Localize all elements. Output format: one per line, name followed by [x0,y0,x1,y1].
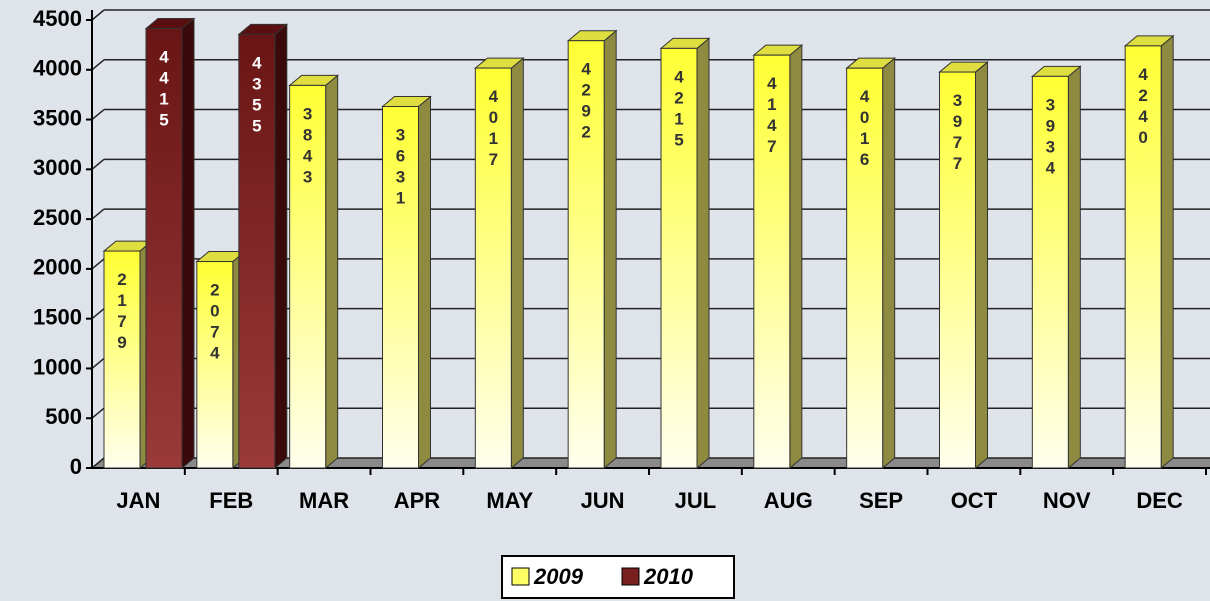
bar-side [603,29,617,470]
y-tick-label: 0 [70,454,82,479]
grid-diag [91,258,105,270]
grid-diag [91,357,105,370]
x-tick-label: MAY [486,488,533,513]
y-tick-label: 4000 [33,56,82,81]
x-tick-label: FEB [209,488,253,513]
bar [660,47,698,469]
bar-side [274,23,288,470]
x-tick-label: JAN [116,488,160,513]
floor [92,458,1210,468]
bar [238,33,276,469]
bar-side [510,57,524,470]
y-tick-label: 2000 [33,255,82,280]
y-tick-label: 3500 [33,105,82,130]
bar-side [418,95,431,470]
legend-swatch [621,567,640,586]
grid-diag [91,59,105,71]
x-tick-label: DEC [1136,488,1183,513]
bar-side [882,57,896,470]
grid-diag [91,308,105,320]
bar [289,84,327,469]
bar-side [1160,34,1174,470]
legend-swatch [511,567,530,586]
bar [382,106,419,469]
y-tick-label: 2500 [33,205,82,230]
grid-diag [91,9,105,21]
y-tick-label: 3000 [33,155,82,180]
bar [567,40,605,469]
bar [939,71,976,469]
grid-diag [91,158,105,170]
x-tick-label: SEP [859,488,903,513]
bar-side [1067,65,1081,470]
x-tick-label: OCT [951,488,998,513]
y-tick-label: 1500 [33,304,82,329]
bar [196,261,234,469]
y-tick-label: 1000 [33,354,82,379]
bar-side [181,17,195,470]
legend-label: 2010 [643,564,694,589]
bar-side [325,74,339,470]
bar-side [696,37,710,470]
x-tick-label: AUG [764,488,813,513]
bar [474,67,512,469]
bar-side [789,44,803,470]
grid-diag [91,407,105,419]
bar [1031,75,1069,469]
grid-diag [91,457,105,469]
grid-diag [91,108,105,121]
x-tick-label: JUL [675,488,717,513]
bar [1124,45,1162,469]
legend-label: 2009 [533,564,584,589]
legend-box [501,555,735,599]
x-tick-label: JUN [581,488,625,513]
y-tick-label: 500 [45,404,82,429]
x-tick-label: MAR [299,488,349,513]
x-tick-label: APR [394,488,441,513]
grid-diag [91,208,105,220]
bar [103,250,141,469]
x-tick-label: NOV [1043,488,1091,513]
bar [145,27,183,469]
bar [846,67,884,469]
bar [753,54,791,469]
bar-side [975,61,988,470]
y-tick-label: 4500 [33,6,82,31]
